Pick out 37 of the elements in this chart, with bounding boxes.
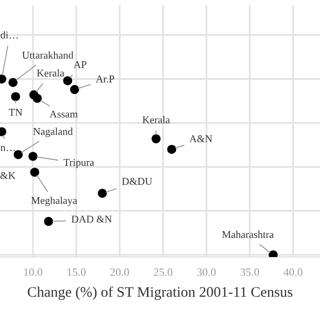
x-tick-label: 35.0 xyxy=(240,268,260,276)
annotation: DAD &N xyxy=(72,216,112,223)
point xyxy=(167,144,176,154)
point xyxy=(152,134,161,144)
x-axis-title: Change (%) of ST Migration 2001-11 Census xyxy=(28,286,292,300)
annotation: Assam xyxy=(50,110,78,118)
point xyxy=(63,76,72,86)
annotation: TN xyxy=(8,108,22,116)
annotation: Ar.P xyxy=(96,75,114,82)
x-tick-label: 25.0 xyxy=(154,268,172,276)
annotation: n… xyxy=(0,146,15,152)
point xyxy=(98,188,107,198)
point xyxy=(28,152,38,161)
point xyxy=(11,92,20,102)
annotation: D&DU xyxy=(122,178,152,185)
point xyxy=(14,150,23,160)
point xyxy=(8,78,18,87)
annotation: AP xyxy=(74,61,86,68)
x-tick-label: 10.0 xyxy=(24,268,42,276)
point xyxy=(44,216,54,226)
x-tick-label: 20.0 xyxy=(110,268,129,276)
x-tick-label: 15.0 xyxy=(68,268,86,276)
annotation: Uttarakhand xyxy=(22,51,74,59)
point xyxy=(70,85,80,94)
annotation: Kerala xyxy=(142,116,170,124)
point xyxy=(30,168,40,177)
annotation: di… xyxy=(0,31,18,39)
annotation: Maharashtra xyxy=(222,230,274,238)
annotation: Meghalaya xyxy=(31,196,78,206)
annotation: Kerala xyxy=(36,69,64,77)
x-tick-label: 30.0 xyxy=(197,268,216,276)
annotation: Nagaland xyxy=(33,128,73,138)
annotation: A&N xyxy=(189,135,212,142)
annotation: &K xyxy=(0,172,16,179)
annotation: Tripura xyxy=(64,158,94,168)
point xyxy=(32,94,42,103)
x-tick-label: 40.0 xyxy=(284,268,302,276)
